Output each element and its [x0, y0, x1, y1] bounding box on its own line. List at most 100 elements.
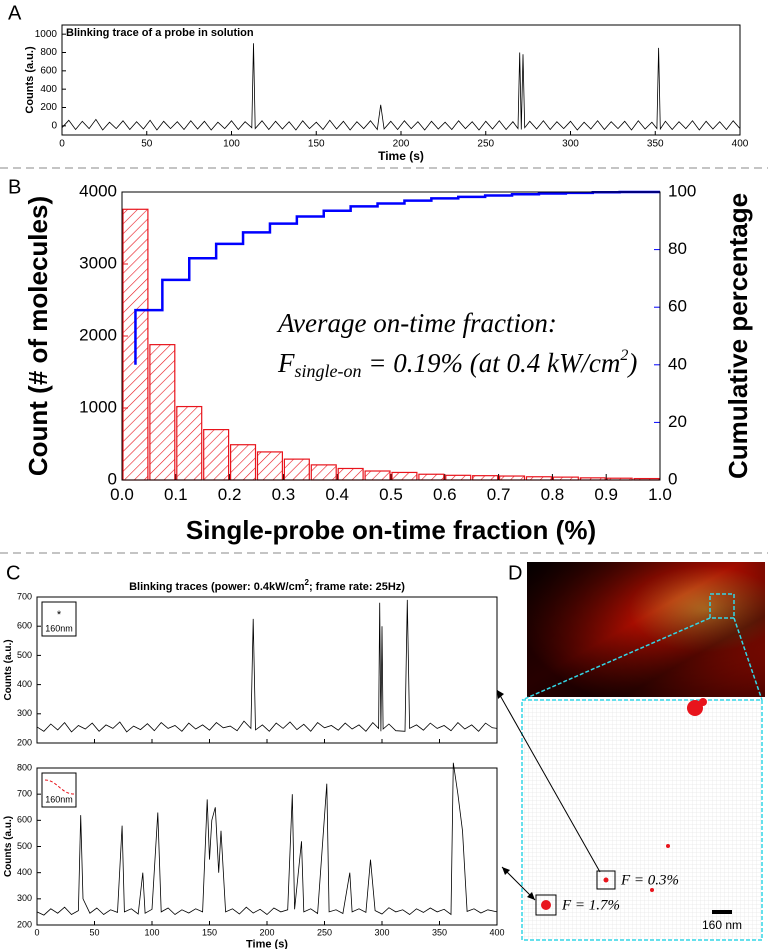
x-tick-label: 400 [732, 139, 749, 150]
cumulative-line [134, 190, 660, 365]
y-tick-label: 200 [17, 737, 32, 747]
x-tick-label: 300 [562, 139, 579, 150]
cluster [666, 844, 670, 848]
y-tick-label: 0 [108, 469, 117, 488]
cluster [603, 877, 609, 883]
inset [41, 601, 77, 637]
trace [36, 599, 498, 733]
x-tick-label: 150 [308, 139, 325, 150]
y2-tick-label: 100 [668, 181, 696, 200]
x-tick-label: 0.8 [541, 485, 565, 504]
chart-title: Blinking traces (power: 0.4kW/cm2; frame… [129, 578, 405, 593]
x-tick-label: 200 [393, 139, 410, 150]
x-tick-label: 0 [59, 139, 65, 150]
x-tick-label: 0.9 [594, 485, 618, 504]
inset-label: 160nm [45, 794, 73, 804]
inset-label: 160nm [45, 623, 73, 633]
bar [364, 470, 391, 481]
x-axis-label: Time (s) [378, 149, 424, 163]
bar [499, 475, 526, 481]
x-tick-label: 0.5 [379, 485, 403, 504]
y-tick-label: 700 [17, 591, 32, 601]
bar [149, 344, 176, 481]
zoom-line [521, 617, 711, 701]
y-tick-label: 200 [40, 102, 57, 113]
plot-frame [36, 767, 498, 926]
plot-frame [121, 191, 661, 481]
x-tick-label: 1.0 [648, 485, 672, 504]
y-tick-label: 3000 [79, 253, 117, 272]
y-tick-label: 800 [17, 762, 32, 772]
chart-title: Blinking trace of a probe in solution [66, 27, 254, 39]
y-tick-label: 400 [17, 867, 32, 877]
y-tick-label: 600 [17, 621, 32, 631]
y2-tick-label: 40 [668, 354, 687, 373]
plot-frame [36, 596, 498, 744]
x-tick-label: 0 [34, 927, 39, 937]
x-tick-label: 0.6 [433, 485, 457, 504]
y-tick-label: 700 [17, 789, 32, 799]
zoom-box [709, 593, 735, 619]
annotation: Average on-time fraction: [276, 308, 557, 338]
y-tick-label: 2000 [79, 325, 117, 344]
x-axis-label: Single-probe on-time fraction (%) [186, 515, 596, 545]
bar [203, 429, 230, 481]
y-tick-label: 0 [51, 120, 57, 131]
y-tick-label: 4000 [79, 181, 117, 200]
arrowhead [502, 867, 510, 875]
bar [310, 464, 337, 481]
scale-bar [712, 910, 732, 914]
y2-tick-label: 60 [668, 297, 687, 316]
arrowhead [497, 690, 504, 699]
cluster [699, 698, 707, 706]
annotation-text: ) [626, 348, 637, 378]
zoom-line [733, 617, 763, 701]
y-axis-label: Counts (a.u.) [3, 816, 14, 877]
annotation-text: = 0.19% (at 0.4 kW/cm [362, 348, 621, 378]
bar [337, 467, 364, 481]
annotation-symbol: F [277, 348, 295, 378]
bar [445, 474, 472, 481]
selection-box [596, 870, 616, 890]
y-tick-label: 300 [17, 893, 32, 903]
y-tick-label: 500 [17, 841, 32, 851]
image-shade [527, 562, 765, 697]
arrowhead [527, 892, 535, 900]
x-tick-label: 250 [317, 927, 332, 937]
annotation: F = 0.3% [620, 872, 679, 888]
y-tick-label: 400 [17, 679, 32, 689]
x-tick-label: 0.7 [487, 485, 511, 504]
annotation-subscript: single-on [295, 361, 362, 381]
x-tick-label: 150 [202, 927, 217, 937]
bar [391, 471, 418, 481]
bar [472, 475, 499, 481]
x-axis-label: Time (s) [246, 939, 288, 949]
y2-tick-label: 20 [668, 412, 687, 431]
y-tick-label: 300 [17, 708, 32, 718]
title-text: Blinking traces (power: 0.4kW/cm [129, 581, 305, 593]
trace [61, 43, 741, 131]
bar [176, 405, 203, 481]
x-tick-label: 0.3 [272, 485, 296, 504]
panel-label: B [8, 176, 21, 198]
bar [256, 451, 283, 481]
image-panel: F = 0.3% F = 1.7% 160 nm [496, 562, 765, 941]
selection-box [535, 894, 557, 916]
x-tick-label: 50 [141, 139, 153, 150]
y-axis-label: Counts (a.u.) [3, 639, 14, 700]
cluster [687, 700, 703, 716]
y-tick-label: 1000 [35, 29, 58, 40]
bar [283, 458, 310, 481]
y-tick-label: 800 [40, 47, 57, 58]
x-tick-label: 100 [144, 927, 159, 937]
scale-bar-label: 160 nm [702, 918, 742, 932]
annotation: F = 1.7% [561, 897, 620, 913]
panel-label: A [8, 2, 22, 24]
panel-label: C [6, 562, 20, 584]
y-tick-label: 1000 [79, 397, 117, 416]
y-tick-label: 400 [40, 84, 57, 95]
y2-tick-label: 80 [668, 239, 687, 258]
x-tick-label: 50 [89, 927, 99, 937]
y-tick-label: 600 [17, 815, 32, 825]
